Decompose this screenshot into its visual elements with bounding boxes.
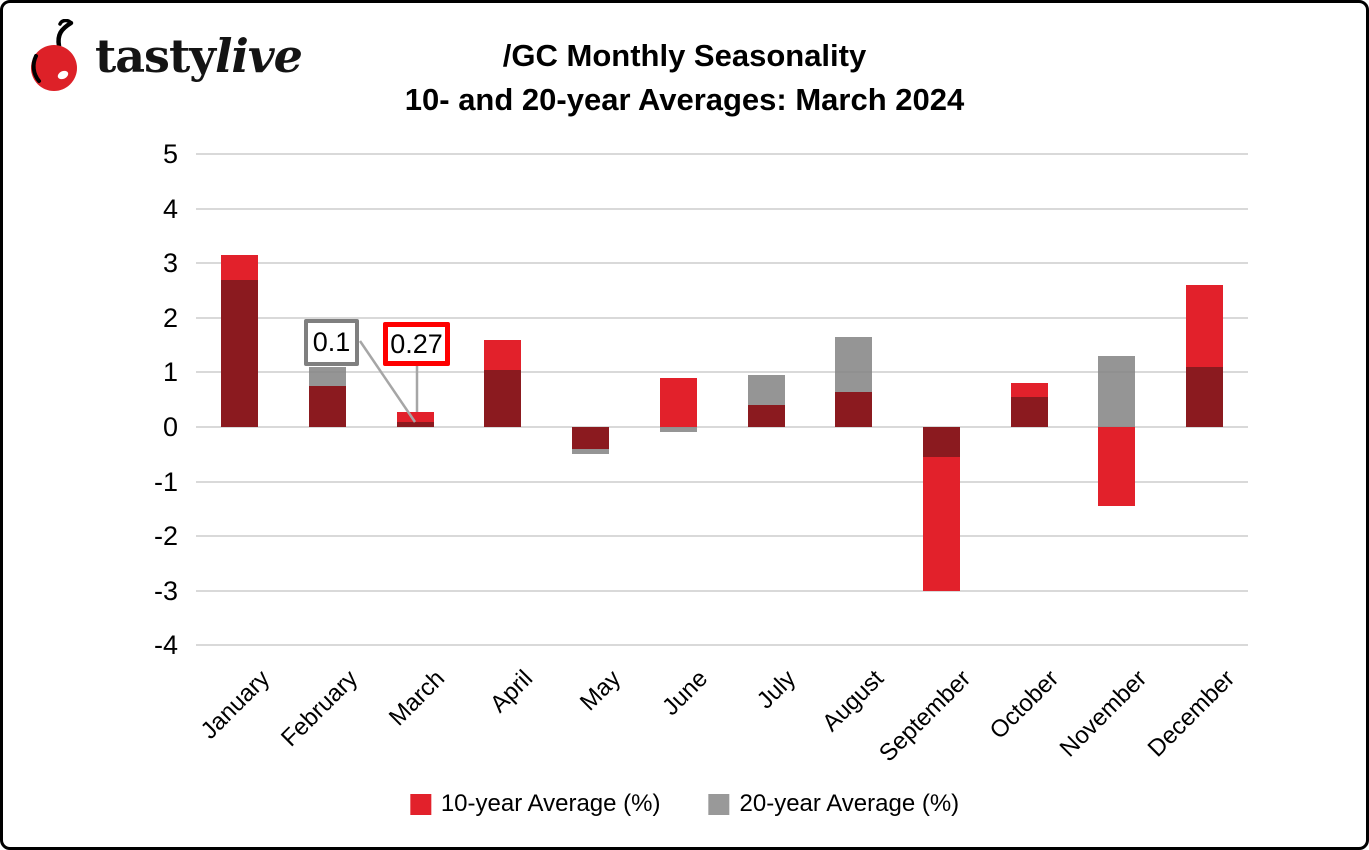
gridline-y3	[196, 262, 1248, 265]
y-axis-tick-label: 5	[162, 139, 178, 169]
legend-label-20yr: 20-year Average (%)	[739, 790, 960, 817]
y-axis-tick-label: 3	[162, 248, 178, 279]
gridline-y-3	[196, 589, 1248, 592]
bar-november-20yr	[1098, 356, 1136, 427]
y-axis-tick-label: -1	[153, 466, 178, 497]
bar-december-10yr	[1186, 285, 1224, 367]
bar-july-20yr	[747, 375, 785, 406]
chart-title-line2: 10- and 20-year Averages: March 2024	[404, 82, 965, 117]
gridline-y5	[196, 153, 1248, 155]
bar-march-overlap	[396, 421, 434, 427]
bar-june-10yr	[659, 377, 697, 427]
bar-august-20yr	[835, 336, 873, 392]
y-axis-tick-label: 0	[162, 412, 178, 442]
gridline-y2	[196, 316, 1248, 319]
legend-swatch-red	[409, 793, 431, 815]
y-axis-tick-label: -2	[153, 521, 178, 552]
bar-march-10yr	[396, 412, 434, 422]
chart-title: /GC Monthly Seasonality 10- and 20-year …	[405, 34, 964, 122]
bar-november-10yr	[1098, 427, 1136, 507]
chart-title-line1: /GC Monthly Seasonality	[502, 38, 867, 73]
bar-april-10yr	[484, 339, 522, 370]
gridline-y1	[196, 371, 1248, 374]
bar-july-overlap	[747, 405, 785, 427]
bar-september-overlap	[922, 427, 960, 458]
legend-item-20yr: 20-year Average (%)	[708, 790, 960, 818]
bar-june-20yr	[659, 427, 697, 433]
y-axis-tick-label: -4	[153, 630, 178, 661]
bar-april-overlap	[484, 369, 522, 427]
bar-january-overlap	[221, 279, 259, 427]
bar-september-10yr	[922, 457, 960, 591]
gridline-y0	[196, 426, 1248, 428]
legend-label-10yr: 10-year Average (%)	[440, 790, 661, 817]
callout-20yr-march: 0.1	[304, 319, 359, 366]
logo-live: live	[214, 29, 303, 83]
bar-december-overlap	[1186, 366, 1224, 427]
legend-item-10yr: 10-year Average (%)	[409, 790, 661, 818]
y-axis-tick-label: -3	[153, 575, 178, 606]
cherry-icon	[31, 19, 77, 91]
tastylive-logo: tastylive	[25, 19, 303, 93]
plot-area: 5 4 3 2 1 0 -1 -2 -3 -4 January February March April M…	[3, 3, 1366, 847]
logo-wordmark: tastylive	[95, 19, 303, 93]
bar-may-overlap	[572, 427, 610, 449]
gridline-y-4	[196, 644, 1248, 647]
bar-february-overlap	[309, 386, 347, 427]
bar-february-20yr	[309, 366, 347, 387]
y-axis-tick-label: 2	[162, 302, 178, 333]
gridline-y4	[196, 207, 1248, 210]
gridline-y-1	[196, 480, 1248, 483]
bar-august-overlap	[835, 391, 873, 427]
callout-10yr-march: 0.27	[383, 322, 450, 366]
logo-tasty: tasty	[95, 29, 216, 83]
bar-january-10yr	[221, 255, 259, 280]
bar-may-20yr	[572, 448, 610, 455]
bar-october-overlap	[1010, 396, 1048, 427]
y-axis-tick-label: 4	[162, 193, 178, 224]
legend: 10-year Average (%) 20-year Average (%)	[409, 790, 960, 818]
gridline-y-2	[196, 535, 1248, 538]
y-axis-tick-label: 1	[162, 357, 178, 388]
legend-swatch-gray	[708, 793, 730, 815]
bar-october-10yr	[1010, 383, 1048, 397]
